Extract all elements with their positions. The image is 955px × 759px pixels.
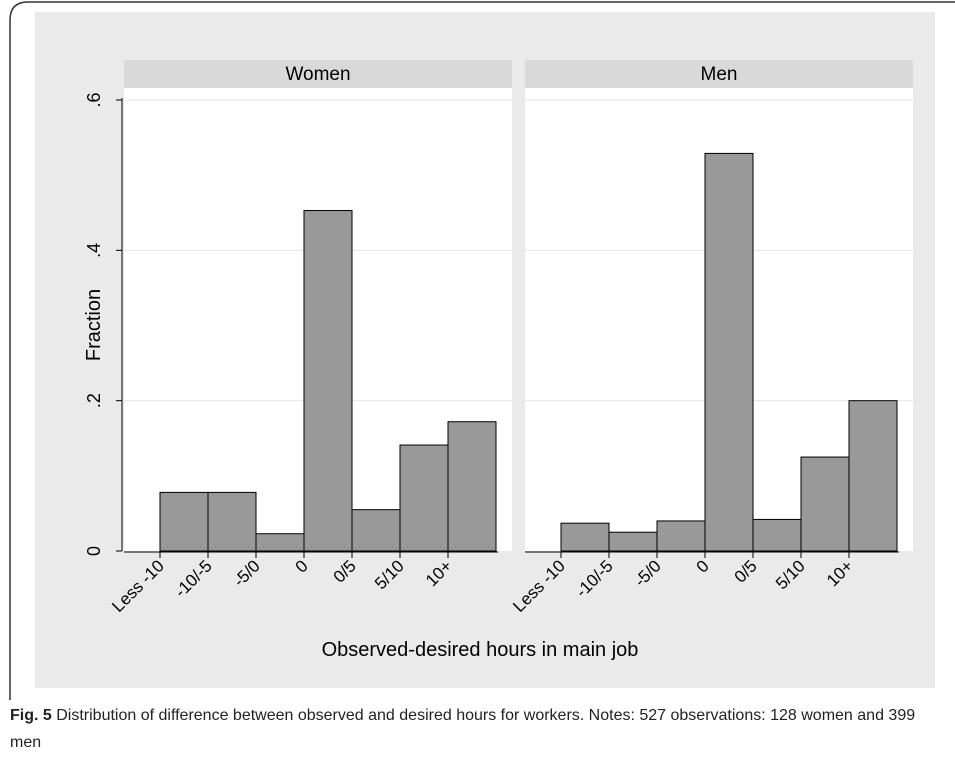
caption: Fig. 5 Distribution of difference betwee… bbox=[10, 702, 945, 756]
x-axis-title: Observed-desired hours in main job bbox=[322, 639, 639, 661]
y-tick-label: 0 bbox=[84, 546, 104, 556]
bar bbox=[560, 522, 610, 552]
y-tick-label: .6 bbox=[84, 93, 104, 108]
caption-text: Distribution of difference between obser… bbox=[10, 707, 916, 751]
bar bbox=[255, 533, 305, 552]
bar bbox=[351, 509, 401, 552]
panel-strip bbox=[525, 60, 913, 88]
bar bbox=[399, 444, 449, 552]
bar bbox=[704, 152, 754, 552]
y-tick-label: .4 bbox=[84, 243, 104, 258]
panel-strip bbox=[124, 60, 512, 88]
bar bbox=[848, 400, 898, 552]
bar bbox=[656, 520, 706, 552]
panel-title: Women bbox=[285, 64, 350, 85]
bar bbox=[159, 491, 209, 552]
bar bbox=[752, 518, 802, 552]
caption-label: Fig. 5 bbox=[10, 707, 52, 724]
y-axis-title: Fraction bbox=[83, 289, 105, 361]
bar bbox=[608, 531, 658, 552]
bar bbox=[207, 491, 257, 552]
frame bbox=[9, 1, 955, 700]
y-tick-label: .2 bbox=[84, 393, 104, 408]
panel-title: Men bbox=[701, 64, 738, 85]
chart: Fraction Observed-desired hours in main … bbox=[9, 1, 955, 700]
bar bbox=[447, 421, 497, 552]
bar bbox=[800, 456, 850, 552]
bar bbox=[303, 210, 353, 552]
